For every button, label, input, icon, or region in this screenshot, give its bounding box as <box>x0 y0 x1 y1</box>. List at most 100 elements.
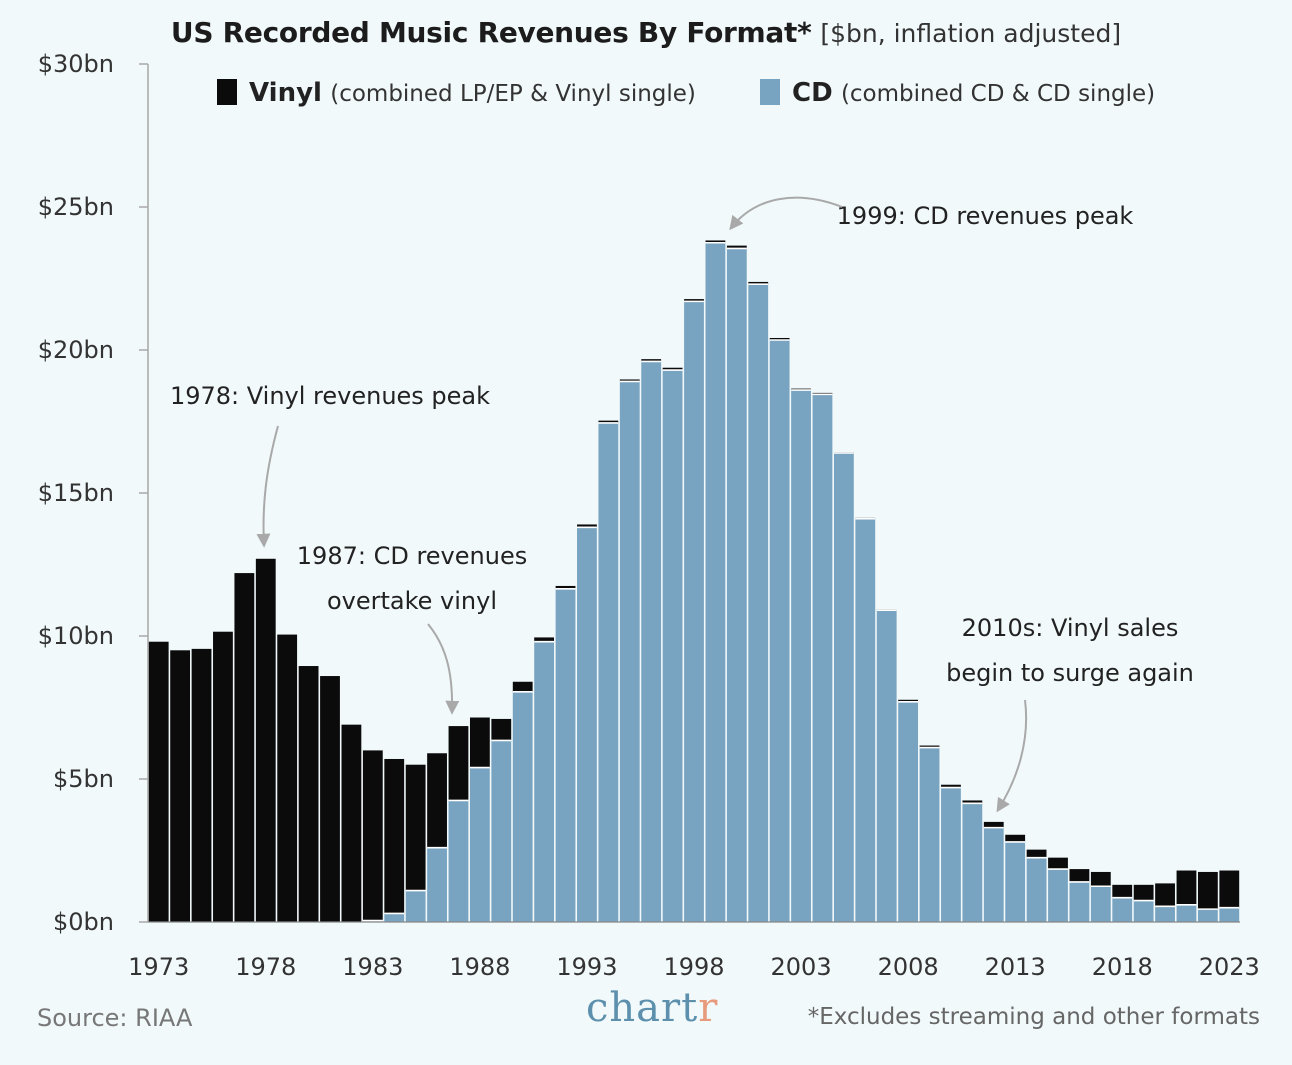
chart-title-unit: [$bn, inflation adjusted] <box>820 19 1122 48</box>
legend-label-vinyl: Vinyl <box>249 78 322 108</box>
bar-cd-1988 <box>469 767 490 922</box>
bar-vinyl-1982 <box>341 724 362 922</box>
bar-vinyl-1997 <box>662 367 683 371</box>
bar-vinyl-2011 <box>962 800 983 804</box>
bar-vinyl-2016 <box>1069 869 1090 882</box>
y-tick-label: $0bn <box>53 908 114 936</box>
bar-vinyl-2019 <box>1133 884 1154 901</box>
bar-cd-1998 <box>684 301 704 922</box>
annotation-arrow-1978 <box>256 425 279 548</box>
bar-cd-2010 <box>941 787 961 922</box>
bar-vinyl-2008 <box>898 699 919 702</box>
bar-vinyl-2021 <box>1176 870 1197 905</box>
bar-cd-2016 <box>1069 881 1090 922</box>
bar-vinyl-2013 <box>1005 834 1026 842</box>
bar-vinyl-1998 <box>684 299 704 302</box>
bar-cd-2001 <box>748 284 769 923</box>
bar-cd-2004 <box>812 394 833 923</box>
bar-cd-2002 <box>769 339 790 922</box>
bar-cd-1994 <box>598 422 619 922</box>
bar-vinyl-2002 <box>769 337 790 340</box>
bar-vinyl-1988 <box>469 717 490 768</box>
bar-vinyl-1981 <box>320 676 340 922</box>
annotation-2010s-line-2: begin to surge again <box>946 659 1194 687</box>
bar-vinyl-2012 <box>983 821 1004 828</box>
bar-vinyl-1989 <box>491 718 512 741</box>
x-tick-label: 1998 <box>663 953 724 981</box>
x-tick-label: 1978 <box>235 953 296 981</box>
bar-vinyl-2014 <box>1026 849 1047 858</box>
bar-cd-2023 <box>1219 907 1240 922</box>
bar-cd-1991 <box>534 641 555 922</box>
bar-cd-2019 <box>1133 900 1154 922</box>
y-tick-label: $15bn <box>38 479 114 507</box>
legend-swatch-vinyl <box>217 79 237 105</box>
legend-item-cd: CD (combined CD & CD single) <box>760 78 1155 108</box>
bar-vinyl-2001 <box>748 281 769 285</box>
bar-vinyl-2020 <box>1155 883 1175 907</box>
bar-cd-2015 <box>1048 869 1068 922</box>
bar-cd-2006 <box>855 518 876 922</box>
x-tick-label: 1993 <box>556 953 617 981</box>
annotation-1978-line-1: 1978: Vinyl revenues peak <box>170 382 490 410</box>
bar-cd-1993 <box>577 527 597 922</box>
bar-vinyl-1991 <box>534 637 555 642</box>
bar-cd-2003 <box>791 390 811 922</box>
bar-cd-2009 <box>919 747 940 922</box>
bar-vinyl-1983 <box>362 750 383 921</box>
annotation-2010s-line-1: 2010s: Vinyl sales <box>962 614 1179 642</box>
legend-item-vinyl: Vinyl (combined LP/EP & Vinyl single) <box>217 78 696 108</box>
bar-vinyl-1985 <box>405 764 426 891</box>
x-tick-label: 2003 <box>771 953 832 981</box>
annotation-arrow-1987 <box>427 623 460 715</box>
bar-vinyl-1973 <box>148 641 169 922</box>
annotation-1987-line-1: 1987: CD revenues <box>297 542 527 570</box>
source-note: Source: RIAA <box>37 1004 193 1032</box>
legend-label-cd: CD <box>792 78 833 108</box>
bar-vinyl-1979 <box>277 634 298 922</box>
bar-cd-2007 <box>876 610 897 922</box>
bar-cd-1996 <box>641 361 662 922</box>
bar-vinyl-1990 <box>512 681 533 692</box>
bar-cd-1984 <box>384 913 405 922</box>
bar-cd-1992 <box>555 588 576 922</box>
bar-cd-2020 <box>1155 906 1175 922</box>
bar-vinyl-2009 <box>919 745 940 748</box>
bar-vinyl-2010 <box>941 784 961 788</box>
bar-cd-2021 <box>1176 904 1197 922</box>
chart-title-main: US Recorded Music Revenues By Format* <box>170 16 812 49</box>
y-tick-label: $10bn <box>38 622 114 650</box>
x-tick-label: 1983 <box>342 953 403 981</box>
bar-cd-2018 <box>1112 897 1133 922</box>
bar-vinyl-1977 <box>234 573 255 922</box>
bar-vinyl-2023 <box>1219 870 1240 908</box>
bar-vinyl-1996 <box>641 359 662 362</box>
bar-vinyl-1987 <box>448 726 469 801</box>
bar-cd-1986 <box>427 847 447 922</box>
bar-vinyl-1975 <box>191 648 212 922</box>
y-tick-label: $20bn <box>38 336 114 364</box>
x-tick-label: 2023 <box>1199 953 1260 981</box>
legend-desc-vinyl: (combined LP/EP & Vinyl single) <box>330 81 696 107</box>
bar-cd-1985 <box>405 890 426 922</box>
annotation-arrow-1999 <box>729 196 843 231</box>
bar-cd-1989 <box>491 740 512 922</box>
bar-vinyl-2015 <box>1048 857 1068 870</box>
bar-cd-2008 <box>898 701 919 922</box>
bar-vinyl-1994 <box>598 420 619 423</box>
bar-cd-1999 <box>705 242 726 922</box>
annotation-1987-line-2: overtake vinyl <box>327 587 497 615</box>
bar-vinyl-1992 <box>555 585 576 589</box>
bar-vinyl-2018 <box>1112 884 1133 898</box>
brand-logo-accent: r <box>698 985 719 1031</box>
bar-vinyl-1995 <box>619 379 640 382</box>
bar-cd-2022 <box>1197 909 1218 922</box>
bar-cd-2017 <box>1090 886 1111 922</box>
annotation-arrow-2010s <box>996 699 1028 813</box>
x-tick-label: 2013 <box>985 953 1046 981</box>
y-tick-label: $30bn <box>38 50 114 78</box>
bar-vinyl-1980 <box>298 666 319 922</box>
legend-swatch-cd <box>760 79 780 105</box>
x-tick-label: 1988 <box>449 953 510 981</box>
bar-cd-1987 <box>448 800 469 922</box>
